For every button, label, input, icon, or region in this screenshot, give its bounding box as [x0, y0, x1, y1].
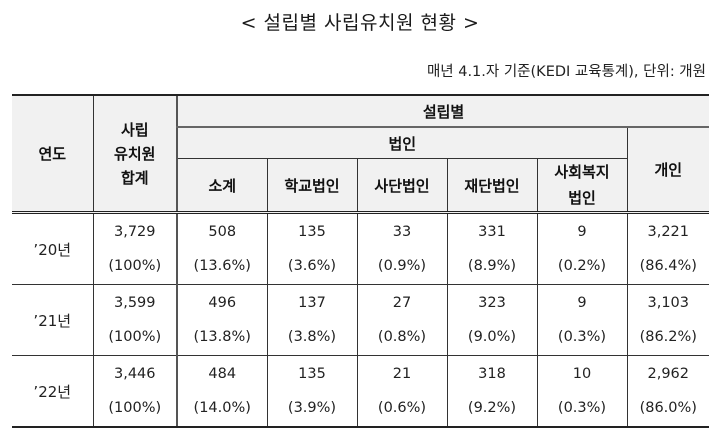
cell-individual: 2,962 (86.0%)	[626, 355, 710, 428]
table-note: 매년 4.1.자 기준(KEDI 교육통계), 단위: 개원	[426, 64, 706, 80]
value: 318	[478, 366, 506, 382]
header-foundation-corp: 재단법인	[446, 158, 538, 214]
percent: (100%)	[108, 400, 162, 416]
header-school-corp: 학교법인	[266, 158, 358, 214]
value: 2,962	[647, 366, 690, 382]
percent: (86.2%)	[639, 329, 697, 345]
percent: (0.8%)	[377, 329, 427, 345]
percent: (13.8%)	[193, 329, 251, 345]
cell-year: ’21년	[12, 284, 94, 356]
header-incorporated-assoc: 사단법인	[356, 158, 448, 214]
cell-incorporated-assoc: 33 (0.9%)	[356, 212, 448, 285]
percent: (8.9%)	[467, 258, 517, 274]
header-total-line-2: 유치원	[114, 144, 156, 163]
header-subtotal: 소계	[176, 158, 268, 214]
value: 484	[208, 366, 237, 382]
value: 331	[478, 224, 506, 240]
cell-individual: 3,103 (86.2%)	[626, 284, 710, 356]
table-row: ’20년 3,729 (100%) 508 (13.6%) 135 (3.6%) 33…	[12, 212, 710, 285]
header-welfare-line-1: 사회복지	[554, 163, 610, 181]
cell-welfare-corp: 9 (0.3%)	[536, 284, 628, 356]
cell-welfare-corp: 10 (0.3%)	[536, 355, 628, 428]
percent: (14.0%)	[193, 400, 251, 416]
value: 21	[392, 366, 412, 382]
percent: (3.6%)	[287, 258, 337, 274]
cell-year: ’22년	[12, 355, 94, 428]
value: 9	[577, 224, 587, 240]
percent: (13.6%)	[193, 258, 251, 274]
header-total-line-1: 사립	[120, 120, 149, 139]
percent: (100%)	[108, 329, 162, 345]
table-row: ’21년 3,599 (100%) 496 (13.8%) 137 (3.8%) 27…	[12, 284, 710, 356]
percent: (3.8%)	[287, 329, 337, 345]
private-kindergarten-table: 연도 사립 유치원 합계 설립별 법인 개인 소계 학교법인 사단법인 재단법인…	[12, 94, 710, 428]
table-row: ’22년 3,446 (100%) 484 (14.0%) 135 (3.9%) 21…	[12, 355, 710, 428]
cell-total: 3,599 (100%)	[92, 284, 178, 356]
value: 323	[478, 295, 506, 311]
cell-total: 3,729 (100%)	[92, 212, 178, 285]
value: 137	[298, 295, 326, 311]
header-individual: 개인	[626, 127, 710, 214]
cell-school-corp: 135 (3.9%)	[266, 355, 358, 428]
header-total: 사립 유치원 합계	[92, 94, 178, 214]
page-title: < 설립별 사립유치원 현황 >	[240, 12, 480, 34]
cell-subtotal: 496 (13.8%)	[176, 284, 268, 356]
value: 9	[577, 295, 587, 311]
percent: (0.2%)	[557, 258, 607, 274]
value: 10	[572, 366, 592, 382]
cell-foundation-corp: 331 (8.9%)	[446, 212, 538, 285]
percent: (0.3%)	[557, 400, 607, 416]
value: 3,446	[113, 366, 156, 382]
cell-total: 3,446 (100%)	[92, 355, 178, 428]
value: 496	[208, 295, 237, 311]
value: 135	[298, 224, 326, 240]
value: 33	[392, 224, 412, 240]
percent: (86.0%)	[639, 400, 697, 416]
percent: (100%)	[108, 258, 162, 274]
value: 508	[208, 224, 237, 240]
percent: (0.6%)	[377, 400, 427, 416]
percent: (9.2%)	[467, 400, 517, 416]
value: 3,221	[647, 224, 690, 240]
cell-school-corp: 137 (3.8%)	[266, 284, 358, 356]
cell-year: ’20년	[12, 212, 94, 285]
cell-incorporated-assoc: 27 (0.8%)	[356, 284, 448, 356]
cell-school-corp: 135 (3.6%)	[266, 212, 358, 285]
cell-foundation-corp: 318 (9.2%)	[446, 355, 538, 428]
percent: (0.3%)	[557, 329, 607, 345]
header-year: 연도	[12, 94, 94, 214]
header-by-establishment: 설립별	[175, 94, 710, 128]
value: 27	[392, 295, 412, 311]
cell-welfare-corp: 9 (0.2%)	[536, 212, 628, 285]
value: 3,103	[647, 295, 690, 311]
cell-subtotal: 484 (14.0%)	[176, 355, 268, 428]
header-welfare-line-2: 법인	[568, 189, 596, 207]
header-corporation: 법인	[176, 127, 628, 159]
percent: (0.9%)	[377, 258, 427, 274]
percent: (9.0%)	[467, 329, 517, 345]
percent: (3.9%)	[287, 400, 337, 416]
cell-incorporated-assoc: 21 (0.6%)	[356, 355, 448, 428]
percent: (86.4%)	[639, 258, 697, 274]
value: 3,599	[113, 295, 156, 311]
header-welfare-corp: 사회복지 법인	[536, 158, 628, 214]
cell-foundation-corp: 323 (9.0%)	[446, 284, 538, 356]
value: 135	[298, 366, 326, 382]
cell-subtotal: 508 (13.6%)	[176, 212, 268, 285]
value: 3,729	[113, 224, 156, 240]
header-total-line-3: 합계	[120, 168, 149, 187]
cell-individual: 3,221 (86.4%)	[626, 212, 710, 285]
